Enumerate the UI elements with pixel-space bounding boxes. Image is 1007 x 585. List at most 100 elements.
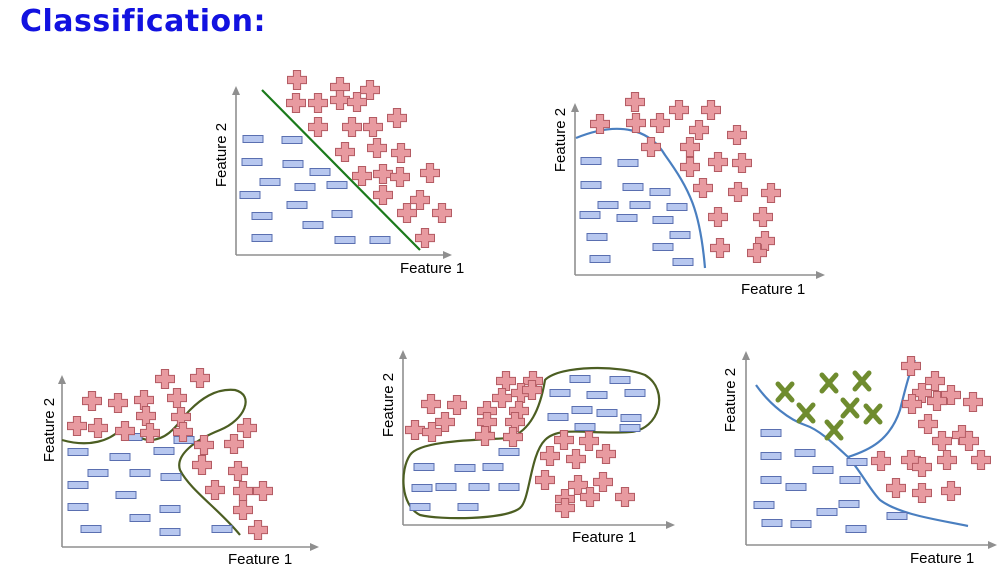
minus-sign-icon (839, 476, 861, 484)
panel-region-boundaries: Feature 1 Feature 2 (380, 350, 675, 546)
plus-sign-icon (871, 451, 891, 471)
minus-sign-icon (547, 413, 569, 421)
plus-sign-icon (912, 457, 932, 477)
plus-sign-icon (248, 520, 268, 540)
plus-sign-icon (650, 113, 670, 133)
plus-sign-icon (115, 421, 135, 441)
plus-sign-icon (693, 178, 713, 198)
plus-sign-icon (701, 100, 721, 120)
plus-sign-icon (554, 430, 574, 450)
plus-sign-icon (503, 427, 523, 447)
plus-sign-icon (373, 164, 393, 184)
minus-sign-icon (616, 214, 638, 222)
minus-sign-icon (569, 375, 591, 383)
x-axis-arrow-icon (310, 543, 319, 551)
minus-sign-icon (457, 503, 479, 511)
minus-sign-icon (816, 508, 838, 516)
plus-sign-icon (435, 412, 455, 432)
plus-sign-icon (902, 394, 922, 414)
minus-sign-icon (67, 503, 89, 511)
plus-sign-icon (387, 108, 407, 128)
plus-sign-icon (192, 455, 212, 475)
plus-sign-icon (397, 203, 417, 223)
plus-sign-icon (580, 487, 600, 507)
minus-sign-icon (302, 221, 324, 229)
plus-sign-icon (963, 392, 983, 412)
x-axis-arrow-icon (666, 521, 675, 529)
minus-sign-icon (785, 483, 807, 491)
minus-sign-icon (580, 157, 602, 165)
plus-sign-icon (918, 414, 938, 434)
x-axis-arrow-icon (443, 251, 452, 259)
plus-sign-icon (680, 137, 700, 157)
plus-sign-icon (167, 388, 187, 408)
plus-sign-icon (391, 143, 411, 163)
decision-boundary (402, 366, 661, 520)
plus-sign-icon (535, 470, 555, 490)
plus-sign-icon (492, 388, 512, 408)
plus-sign-icon (390, 167, 410, 187)
minus-sign-icon (369, 236, 391, 244)
minus-sign-icon (669, 231, 691, 239)
minus-sign-icon (115, 491, 137, 499)
plus-sign-icon (421, 394, 441, 414)
plus-sign-icon (330, 90, 350, 110)
x-axis-arrow-icon (988, 541, 997, 549)
minus-sign-icon (589, 255, 611, 263)
minus-sign-icon (242, 135, 264, 143)
panel-linear-boundary: Feature 1 Feature 2 (213, 70, 464, 277)
minus-sign-icon (129, 514, 151, 522)
plus-sign-icon (447, 395, 467, 415)
plus-sign-icon (286, 93, 306, 113)
x-mark-icon (775, 381, 795, 403)
x-axis-label: Feature 1 (910, 550, 974, 567)
plus-sign-icon (373, 185, 393, 205)
minus-sign-icon (549, 389, 571, 397)
decision-boundary (261, 89, 421, 251)
minus-sign-icon (620, 414, 642, 422)
plus-sign-icon (932, 431, 952, 451)
y-axis-arrow-icon (742, 351, 750, 360)
y-axis-arrow-icon (58, 375, 66, 384)
plus-sign-icon (590, 114, 610, 134)
plus-sign-icon (680, 157, 700, 177)
plus-sign-icon (579, 431, 599, 451)
plus-sign-icon (88, 418, 108, 438)
plus-sign-icon (732, 153, 752, 173)
plus-sign-icon (941, 385, 961, 405)
plus-sign-icon (566, 449, 586, 469)
minus-sign-icon (109, 453, 131, 461)
plus-sign-icon (224, 434, 244, 454)
plus-sign-icon (689, 120, 709, 140)
minus-sign-icon (845, 525, 867, 533)
y-axis-arrow-icon (571, 103, 579, 112)
plus-sign-icon (496, 371, 516, 391)
minus-sign-icon (846, 458, 868, 466)
slide-title: Classification: (20, 4, 266, 39)
plus-sign-icon (347, 92, 367, 112)
plus-sign-icon (190, 368, 210, 388)
minus-sign-icon (159, 505, 181, 513)
minus-sign-icon (67, 448, 89, 456)
minus-sign-icon (411, 484, 433, 492)
x-axis-label: Feature 1 (400, 260, 464, 277)
minus-sign-icon (309, 168, 331, 176)
plus-sign-icon (367, 138, 387, 158)
panel-curved-boundary: Feature 1 Feature 2 (552, 92, 825, 298)
plus-sign-icon (912, 383, 932, 403)
minus-sign-icon (160, 473, 182, 481)
x-mark-icon (863, 403, 883, 425)
panel-wiggly-boundary: Feature 1 Feature 2 (41, 368, 319, 568)
minus-sign-icon (609, 376, 631, 384)
plus-sign-icon (925, 371, 945, 391)
plus-sign-icon (593, 472, 613, 492)
plus-sign-icon (405, 420, 425, 440)
plus-sign-icon (710, 238, 730, 258)
plus-sign-icon (228, 461, 248, 481)
plus-sign-icon (194, 435, 214, 455)
minus-sign-icon (586, 391, 608, 399)
minus-sign-icon (498, 448, 520, 456)
minus-sign-icon (282, 160, 304, 168)
plus-sign-icon (308, 93, 328, 113)
plus-sign-icon (342, 117, 362, 137)
